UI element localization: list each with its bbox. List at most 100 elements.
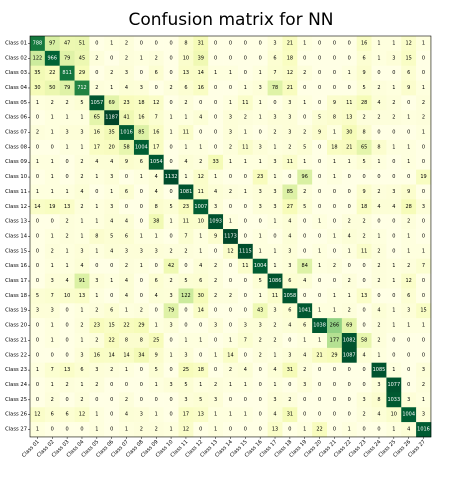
heatmap-cell — [341, 65, 357, 81]
cell-value-label: 1 — [51, 159, 54, 165]
heatmap-cell — [401, 169, 417, 185]
heatmap-cell — [30, 184, 46, 200]
heatmap-cell — [386, 36, 402, 52]
heatmap-cell — [341, 347, 357, 363]
cell-value-label: 8 — [95, 233, 98, 239]
heatmap-cell — [223, 80, 239, 96]
cell-value-label: 2 — [229, 367, 232, 373]
cell-value-label: 13 — [272, 427, 278, 433]
heatmap-cell — [237, 154, 254, 170]
cell-value-label: 8 — [155, 204, 158, 210]
cell-value-label: 4 — [66, 278, 69, 284]
heatmap-cell — [74, 422, 90, 438]
heatmap-cell — [193, 154, 209, 170]
cell-value-label: 4 — [214, 189, 217, 195]
heatmap-cell — [416, 273, 432, 289]
cell-value-label: 0 — [66, 159, 69, 165]
cell-value-label: 0 — [377, 130, 380, 136]
heatmap-cell — [44, 333, 60, 349]
heatmap-cell — [267, 65, 283, 81]
cell-value-label: 0 — [363, 263, 366, 269]
cell-value-label: 19 — [420, 174, 426, 180]
cell-value-label: 1 — [51, 337, 54, 343]
heatmap-cell — [44, 243, 60, 260]
heatmap-cell — [341, 36, 357, 52]
heatmap-cell — [148, 95, 164, 111]
cell-value-label: 6 — [273, 55, 276, 61]
heatmap-cell — [104, 229, 120, 245]
cell-value-label: 8 — [363, 130, 366, 136]
heatmap-cell — [44, 95, 60, 111]
heatmap-cell — [252, 243, 268, 260]
cell-value-label: 0 — [140, 189, 143, 195]
cell-value-label: 9 — [125, 159, 128, 165]
heatmap-cell — [89, 154, 105, 170]
heatmap-cell — [237, 229, 254, 245]
heatmap-cell — [401, 303, 417, 319]
heatmap-cell — [267, 36, 283, 52]
heatmap-cell — [148, 303, 164, 319]
cell-value-label: 22 — [123, 323, 129, 329]
cell-value-label: 4 — [125, 412, 128, 418]
cell-value-label: 16 — [94, 352, 100, 358]
heatmap-cell — [30, 333, 46, 349]
heatmap-cell — [282, 362, 298, 378]
heatmap-cell — [356, 95, 372, 111]
cell-value-label: 0 — [80, 427, 83, 433]
heatmap-cell — [133, 139, 150, 156]
heatmap-cell — [297, 95, 313, 111]
cell-value-label: 1 — [422, 397, 425, 403]
cell-value-label: 12 — [227, 248, 233, 254]
heatmap-cell — [193, 273, 209, 289]
heatmap-cell — [267, 318, 283, 334]
heatmap-cell — [327, 273, 343, 289]
heatmap-cell — [148, 169, 164, 185]
cell-value-label: 0 — [377, 219, 380, 225]
heatmap-cell — [74, 95, 90, 111]
heatmap-cell — [386, 154, 402, 170]
cell-value-label: 0 — [155, 308, 158, 314]
heatmap-cell — [119, 50, 135, 66]
cell-value-label: 0 — [318, 100, 321, 106]
cell-value-label: 0 — [333, 204, 336, 210]
heatmap-cell — [193, 65, 209, 81]
heatmap-cell — [178, 258, 194, 274]
cell-value-label: 1173 — [224, 233, 237, 239]
cell-value-label: 1 — [377, 352, 380, 358]
heatmap-cell — [282, 318, 298, 334]
cell-value-label: 0 — [110, 397, 113, 403]
cell-value-label: 0 — [36, 233, 39, 239]
heatmap-cell — [30, 273, 46, 289]
heatmap-cell — [193, 110, 209, 126]
cell-value-label: 3 — [422, 204, 425, 210]
heatmap-cell — [163, 36, 179, 52]
heatmap-cell — [312, 243, 328, 260]
heatmap-cell — [104, 273, 120, 289]
heatmap-cell — [178, 154, 194, 170]
heatmap-cell — [297, 273, 313, 289]
cell-value-label: 2 — [348, 278, 351, 284]
cell-value-label: 1 — [377, 159, 380, 165]
cell-value-label: 2 — [214, 293, 217, 299]
cell-value-label: 1 — [155, 323, 158, 329]
cell-value-label: 1016 — [417, 427, 430, 433]
heatmap-cell — [282, 184, 298, 200]
heatmap-cell — [267, 392, 283, 408]
cell-value-label: 1077 — [387, 382, 400, 388]
heatmap-cell — [223, 288, 239, 304]
cell-value-label: 12 — [153, 100, 159, 106]
cell-value-label: 1 — [422, 40, 425, 46]
cell-value-label: 1 — [259, 115, 262, 121]
heatmap-cell — [297, 154, 313, 170]
heatmap-cell — [282, 169, 298, 185]
heatmap-cell — [208, 407, 224, 423]
heatmap-cell — [44, 258, 60, 274]
y-tick-label: Class 21 — [5, 337, 27, 343]
cell-value-label: 10 — [198, 219, 204, 225]
heatmap-cell — [74, 199, 90, 215]
cell-value-label: 18 — [287, 55, 293, 61]
cell-value-label: 2 — [80, 323, 83, 329]
heatmap-cell — [148, 422, 164, 438]
heatmap-cell — [133, 303, 150, 319]
heatmap-cell — [208, 377, 224, 393]
